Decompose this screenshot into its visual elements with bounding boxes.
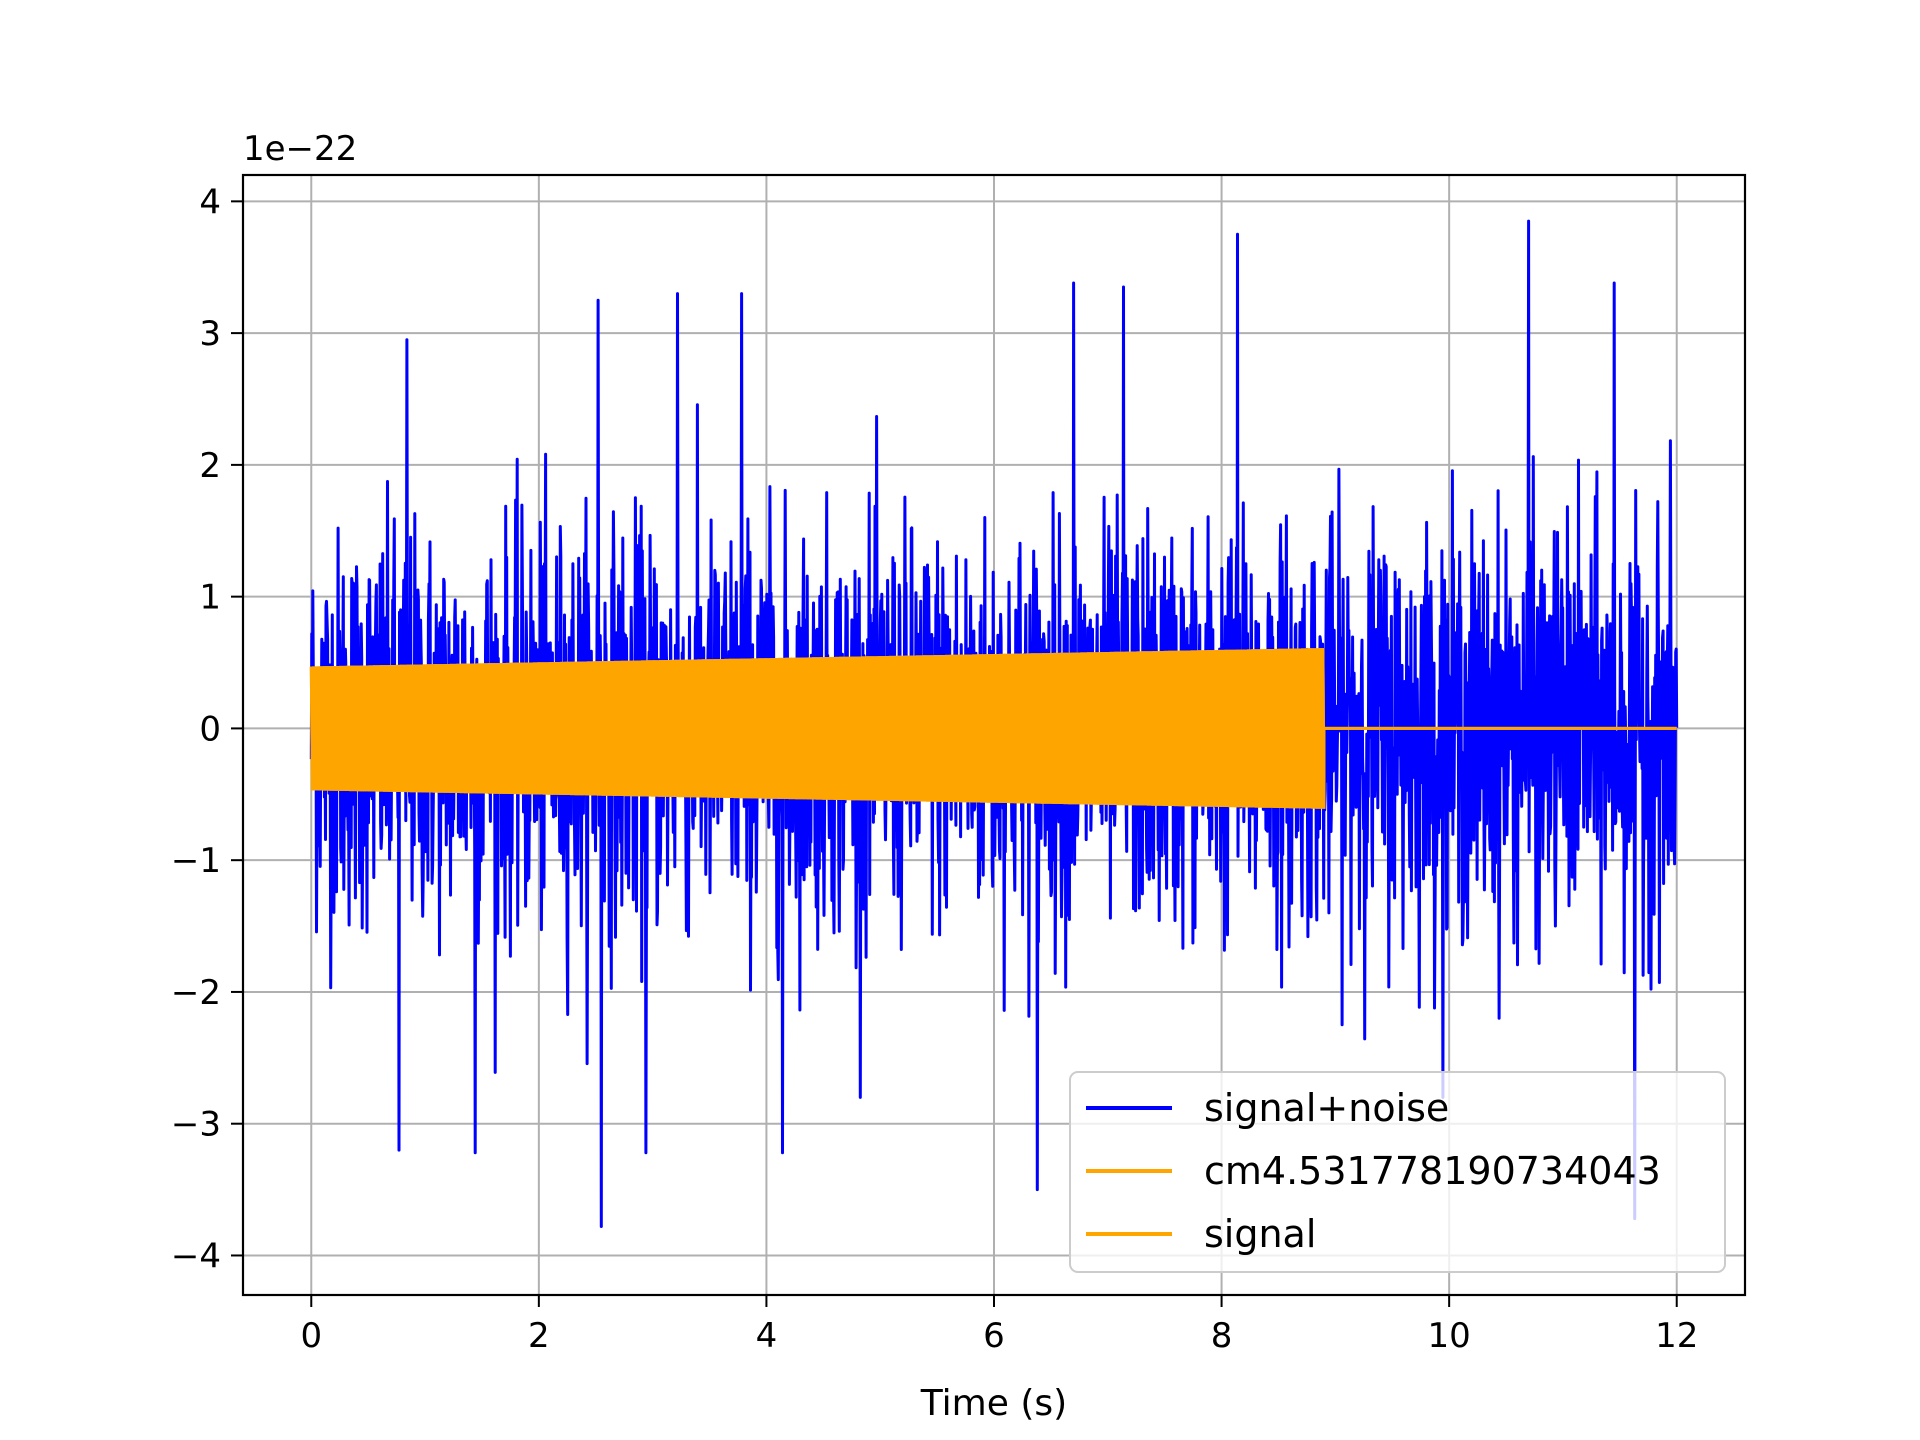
y-tick-label: 0 [199,709,221,749]
y-axis: −4 −3 −2 −1 0 1 2 3 4 [171,182,243,1276]
y-offset-text: 1e−22 [243,129,357,169]
y-tick-label: −2 [171,973,221,1013]
legend: signal+noise cm4.531778190734043 signal [1069,1071,1726,1273]
x-tick-label: 0 [300,1316,322,1356]
x-tick-label: 6 [983,1316,1005,1356]
x-tick-label: 12 [1655,1316,1698,1356]
y-tick-label: −4 [171,1236,221,1276]
x-axis-label: Time (s) [920,1383,1067,1424]
y-tick-label: 4 [199,182,221,222]
legend-entry: signal+noise [1204,1086,1449,1130]
x-tick-label: 10 [1428,1316,1471,1356]
legend-box [1069,1071,1726,1273]
y-tick-label: −1 [171,841,221,881]
series-layer [309,219,1679,1228]
y-tick-label: −3 [171,1105,221,1145]
y-tick-label: 3 [199,314,221,354]
x-tick-label: 4 [756,1316,778,1356]
legend-entry: cm4.531778190734043 [1204,1149,1661,1193]
series-signal-line [309,648,1677,809]
x-tick-label: 8 [1211,1316,1233,1356]
y-tick-label: 2 [199,446,221,486]
y-tick-label: 1 [199,578,221,618]
x-tick-label: 2 [528,1316,550,1356]
legend-entry: signal [1204,1212,1316,1256]
plot-area [309,219,1679,1228]
x-axis: 0 2 4 6 8 10 12 [300,1295,1698,1356]
